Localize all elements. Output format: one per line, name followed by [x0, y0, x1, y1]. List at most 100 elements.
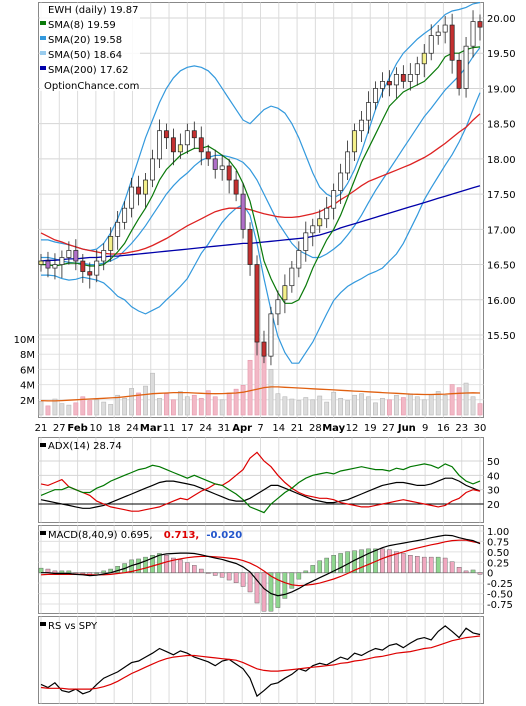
macd-tick-label: -0.50 [487, 590, 513, 601]
x-tick-label: 16 [437, 423, 450, 434]
volume-bar [247, 359, 253, 416]
macd-histogram-bar [421, 556, 427, 573]
volume-bar [387, 399, 392, 416]
candle-body [463, 45, 469, 89]
macd-histogram-bar [310, 565, 316, 573]
price-tick-label: 17.50 [487, 190, 516, 201]
candle-body [268, 313, 274, 357]
minus-di-line [40, 451, 481, 512]
volume-bar [212, 396, 218, 416]
candle-body [157, 130, 162, 160]
candle-body [129, 186, 135, 209]
volume-bar [310, 399, 316, 416]
volume-bar [428, 394, 434, 416]
legend-sma200: SMA(200) 17.62 [48, 65, 129, 76]
volume-bar [275, 393, 281, 416]
volume-bar [52, 398, 58, 416]
macd-tick-label: 0 [487, 569, 493, 580]
adx-title: ADX(14) 28.74 [48, 441, 122, 452]
volume-bar [282, 396, 288, 416]
macd-histogram-bar [477, 572, 483, 575]
macd-histogram-bar [380, 548, 385, 573]
volume-bar [338, 397, 344, 416]
volume-bar [421, 399, 427, 416]
candle-body [59, 257, 65, 265]
candle-body [386, 81, 392, 86]
price-candles [38, 10, 483, 366]
candle-body [310, 225, 316, 234]
candle-body [94, 260, 100, 276]
source-label: OptionChance.com [44, 81, 139, 92]
macd-title: MACD(8,40,9) 0.695, 0.713, -0.020 [48, 530, 242, 541]
macd-histogram-bar [150, 555, 155, 573]
macd-histogram-bar [387, 549, 392, 573]
macd-histogram-bar [192, 565, 197, 573]
macd-histogram-bar [66, 570, 72, 573]
sma20-line [41, 47, 481, 266]
macd-histogram-bar [366, 548, 371, 573]
volume-bar [240, 385, 246, 416]
adx-tick-label: 30 [487, 486, 500, 497]
macd-tick-label: -0.75 [487, 600, 513, 611]
macd-histogram-bar [261, 572, 267, 612]
volume-bar [87, 400, 93, 416]
candle-body [449, 24, 455, 61]
x-tick-label: 30 [474, 423, 487, 434]
macd-histogram-bar [470, 569, 476, 573]
volume-bar [331, 391, 337, 416]
volume-bar [233, 388, 239, 416]
gridlines [38, 2, 484, 704]
macd-histogram-bar [331, 555, 336, 573]
x-tick-label: 31 [218, 423, 231, 434]
candle-body [226, 165, 232, 181]
macd-histogram-bar [414, 555, 420, 573]
candle-body [191, 130, 197, 139]
x-tick-label: 12 [346, 423, 359, 434]
macd-histogram-bar [136, 558, 141, 573]
macd-histogram-bar [324, 557, 329, 573]
rs-lines [40, 625, 481, 698]
x-tick-label: May [322, 423, 345, 434]
volume-bar [324, 401, 330, 416]
macd-histogram-bar [254, 572, 260, 604]
candle-body [477, 21, 483, 28]
volume-bar [442, 394, 448, 416]
candle-body [407, 74, 413, 82]
volume-bar [66, 404, 72, 416]
volume-bar [164, 393, 169, 416]
axis-labels: 20.00 19.50 19.00 18.50 18.00 17.50 17.00 16.50… [14, 14, 516, 611]
candle-body [366, 102, 371, 121]
macd-histogram-bar [171, 557, 176, 573]
macd-histogram-bar [282, 572, 288, 599]
macd-tick-label: 0.25 [487, 558, 509, 569]
adx-legend-swatch [40, 443, 46, 447]
price-tick-label: 16.50 [487, 261, 516, 272]
macd-histogram-bar [80, 572, 86, 574]
volume-bar [303, 397, 309, 416]
candle-body [184, 130, 190, 146]
x-tick-label: Jun [397, 423, 416, 434]
candle-body [198, 137, 204, 153]
volume-bar [400, 397, 406, 416]
volume-bar [184, 396, 190, 416]
candle-body [421, 52, 427, 65]
volume-bar [219, 399, 225, 416]
macd-histogram-bar [428, 556, 434, 573]
candle-body [66, 250, 72, 258]
candle-body [331, 190, 337, 209]
macd-histogram-bar [435, 556, 441, 573]
plus-di-line [40, 463, 481, 514]
macd-histogram-bar [212, 572, 218, 576]
macd-histogram-bar [338, 553, 343, 573]
volume-bar [449, 384, 455, 416]
macd-histogram-bar [219, 572, 225, 578]
volume-tick-label: 6M [20, 365, 35, 376]
candle-body [317, 218, 323, 227]
macd-histogram-bar [296, 572, 302, 580]
macd-line [41, 534, 481, 597]
macd-histogram-bar [247, 572, 253, 593]
volume-bar [359, 393, 364, 416]
volume-bar [129, 388, 134, 416]
volume-bar [373, 402, 378, 416]
volume-bar [470, 396, 476, 416]
